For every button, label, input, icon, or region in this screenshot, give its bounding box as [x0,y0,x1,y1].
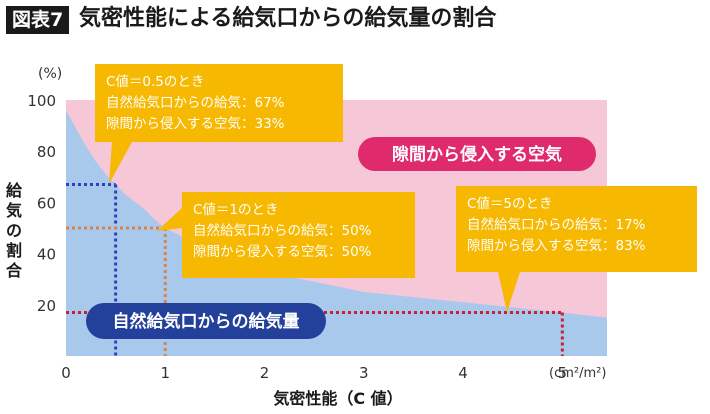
y-axis-label: 給気の割合 [6,181,23,280]
y-tick-80: 80 [37,143,56,161]
label-natural-inlet-text: 自然給気口からの給気量 [113,311,300,332]
x-tick-0: 0 [61,364,71,382]
area-natural-inlet [66,110,607,356]
x-axis-unit: (cm²/m²) [549,366,606,381]
figure-number-badge: 図表7 [6,6,70,34]
x-tick-4: 4 [458,364,468,382]
callout-1-line-1: C値＝0.5のとき [106,74,204,90]
callout-2-line-1: C値＝1のとき [193,202,279,218]
x-tick-5: 5 [558,364,568,382]
callout-3-line-3: 隙間から侵入する空気：83% [467,237,646,254]
y-tick-40: 40 [37,246,56,264]
label-gap-air-text: 隙間から侵入する空気 [392,144,562,165]
label-natural-inlet: 自然給気口からの給気量 [86,303,326,339]
y-tick-20: 20 [37,297,56,315]
callout-2-line-3: 隙間から侵入する空気：50% [193,243,372,260]
callout-2-line-2: 自然給気口からの給気：50% [193,222,372,239]
figure-title: 気密性能による給気口からの給気量の割合 [79,6,497,31]
y-axis-unit: (%) [38,66,62,82]
callout-1-line-3: 隙間から侵入する空気：33% [106,115,285,132]
callout-1-line-2: 自然給気口からの給気：67% [106,94,285,111]
x-tick-2: 2 [260,364,270,382]
callout-3-line-1: C値＝5のとき [467,196,553,212]
x-tick-1: 1 [160,364,170,382]
axes: 0 1 2 3 4 5 20 40 60 80 100 (%) (cm²/m²) 気密性能（C 値） 給気の… [6,66,606,408]
callouts: C値＝0.5のとき自然給気口からの給気：67%隙間から侵入する空気：33%C値＝… [95,64,697,312]
y-tick-60: 60 [37,194,56,212]
x-axis-label: 気密性能（C 値） [273,389,402,408]
callout-3-line-2: 自然給気口からの給気：17% [467,216,646,233]
y-tick-100: 100 [27,92,56,110]
label-gap-air: 隙間から侵入する空気 [358,137,596,171]
x-tick-3: 3 [359,364,369,382]
